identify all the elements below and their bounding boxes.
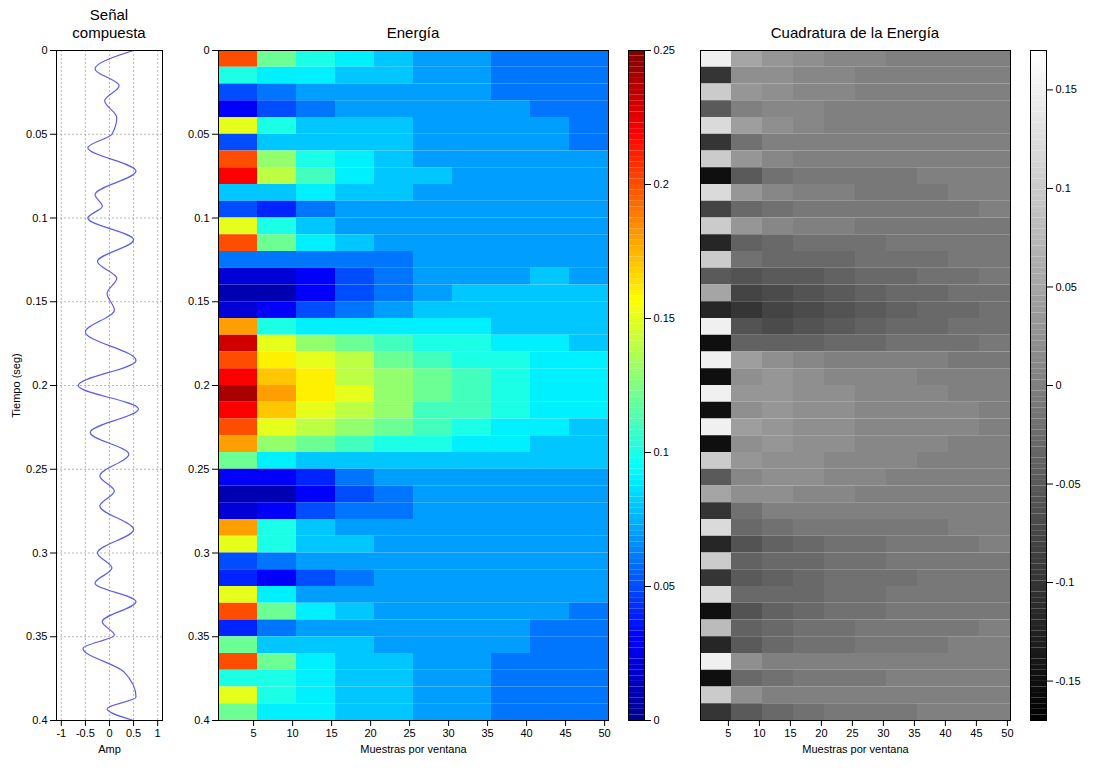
html-text:Energía: Energía [386, 24, 440, 41]
svg-text:0.15: 0.15 [654, 312, 675, 324]
svg-text:30: 30 [442, 727, 454, 739]
svg-text:0.1: 0.1 [654, 446, 669, 458]
svg-text:0: 0 [41, 44, 47, 56]
svg-text:5: 5 [251, 727, 257, 739]
svg-text:-0.5: -0.5 [76, 727, 95, 739]
svg-text:0.15: 0.15 [1056, 83, 1077, 95]
svg-text:0.3: 0.3 [32, 547, 47, 559]
svg-text:10: 10 [753, 727, 765, 739]
svg-text:-0.1: -0.1 [1056, 576, 1075, 588]
svg-text:0.35: 0.35 [26, 630, 47, 642]
svg-text:0.05: 0.05 [26, 128, 47, 140]
svg-text:-1: -1 [56, 727, 66, 739]
svg-text:20: 20 [815, 727, 827, 739]
svg-text:0.15: 0.15 [188, 295, 209, 307]
svg-text:0.05: 0.05 [188, 128, 209, 140]
svg-text:Muestras por ventana: Muestras por ventana [802, 743, 909, 755]
svg-text:30: 30 [877, 727, 889, 739]
svg-text:15: 15 [784, 727, 796, 739]
svg-text:0.35: 0.35 [188, 630, 209, 642]
svg-text:1: 1 [155, 727, 161, 739]
svg-text:5: 5 [725, 727, 731, 739]
svg-text:Tiempo (seg): Tiempo (seg) [10, 353, 22, 417]
svg-text:-0.05: -0.05 [1056, 478, 1081, 490]
svg-text:0: 0 [654, 714, 660, 726]
svg-text:20: 20 [364, 727, 376, 739]
svg-text:Amp: Amp [98, 743, 121, 755]
svg-text:25: 25 [403, 727, 415, 739]
svg-text:50: 50 [598, 727, 610, 739]
svg-text:45: 45 [559, 727, 571, 739]
html-text:Señal compuesta: Señal compuesta [72, 6, 146, 41]
svg-text:0.4: 0.4 [194, 714, 209, 726]
svg-text:25: 25 [846, 727, 858, 739]
svg-text:0: 0 [1056, 379, 1062, 391]
svg-text:Muestras por ventana: Muestras por ventana [360, 743, 467, 755]
svg-text:0.1: 0.1 [194, 212, 209, 224]
svg-text:0: 0 [203, 44, 209, 56]
svg-text:0.1: 0.1 [32, 212, 47, 224]
html-text:Cuadratura de la Energía: Cuadratura de la Energía [770, 24, 940, 41]
svg-text:0: 0 [106, 727, 112, 739]
svg-text:10: 10 [286, 727, 298, 739]
svg-text:0.25: 0.25 [188, 463, 209, 475]
svg-text:0.15: 0.15 [26, 295, 47, 307]
svg-text:0.2: 0.2 [32, 379, 47, 391]
svg-text:0.25: 0.25 [26, 463, 47, 475]
svg-text:0.2: 0.2 [654, 178, 669, 190]
svg-text:0.2: 0.2 [194, 379, 209, 391]
svg-text:40: 40 [939, 727, 951, 739]
svg-text:35: 35 [481, 727, 493, 739]
svg-text:35: 35 [908, 727, 920, 739]
svg-text:0.1: 0.1 [1056, 182, 1071, 194]
svg-text:0.3: 0.3 [194, 547, 209, 559]
svg-text:0.05: 0.05 [654, 580, 675, 592]
svg-text:40: 40 [520, 727, 532, 739]
svg-text:0.5: 0.5 [126, 727, 141, 739]
svg-text:15: 15 [325, 727, 337, 739]
svg-text:0.25: 0.25 [654, 44, 675, 56]
svg-text:50: 50 [1001, 727, 1013, 739]
svg-text:0.05: 0.05 [1056, 280, 1077, 292]
svg-text:-0.15: -0.15 [1056, 675, 1081, 687]
svg-text:45: 45 [970, 727, 982, 739]
svg-text:0.4: 0.4 [32, 714, 47, 726]
